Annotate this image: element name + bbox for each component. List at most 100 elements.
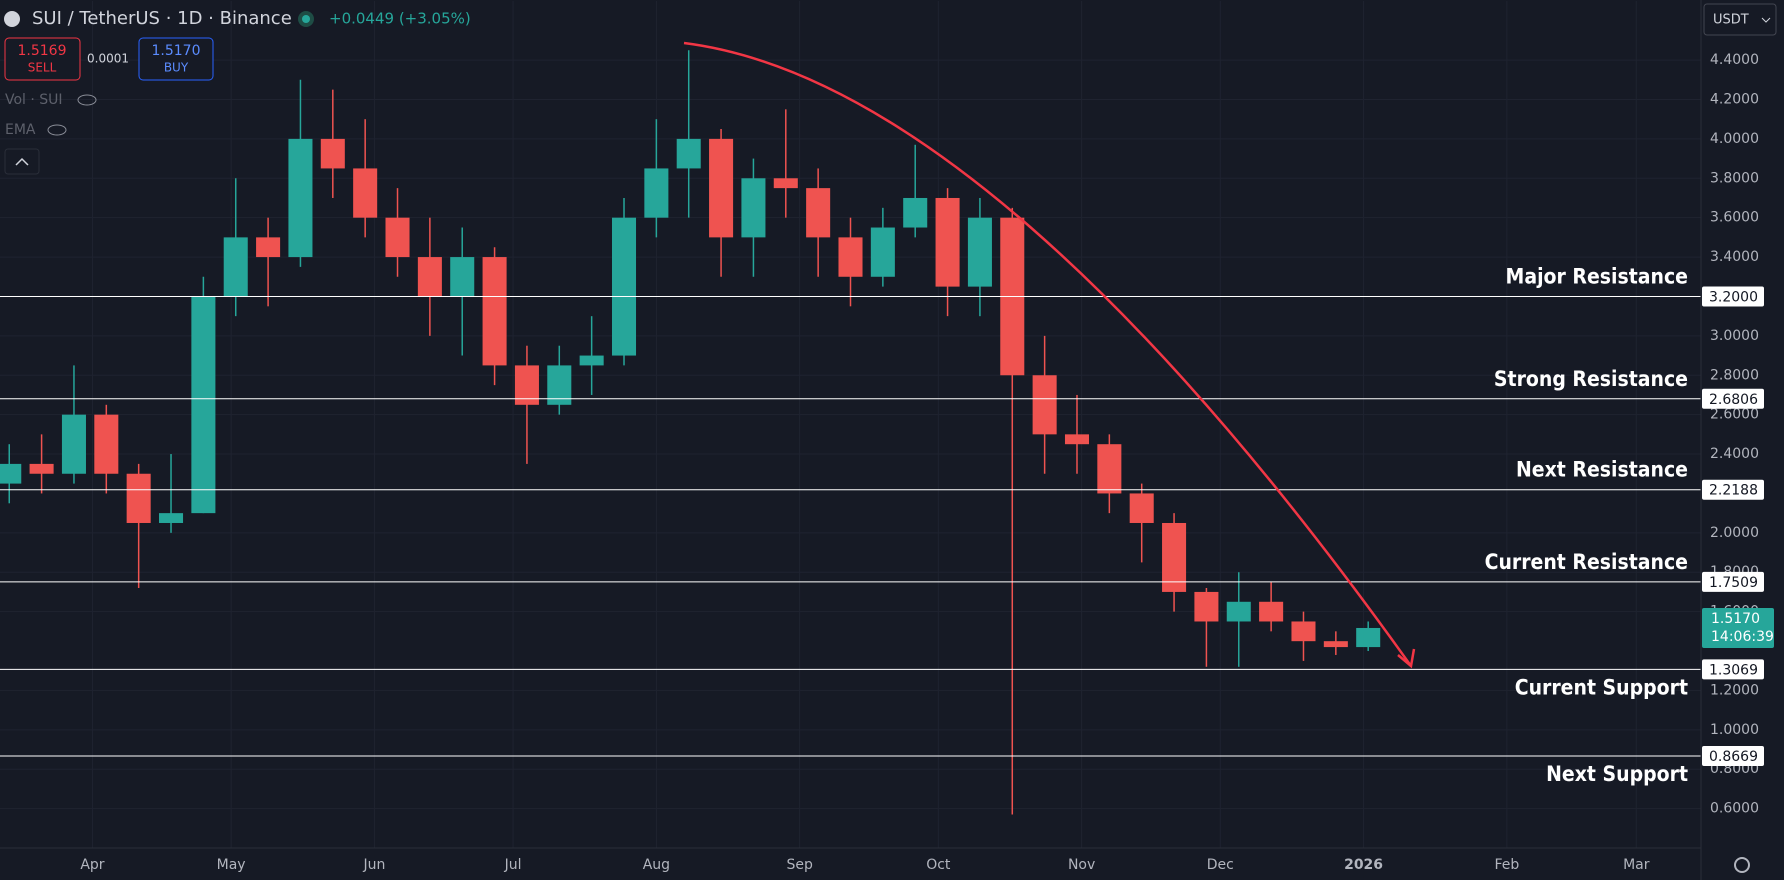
level-name: Next Support: [1546, 762, 1688, 786]
last-price-box: [1702, 607, 1774, 648]
level-price: 1.7509: [1709, 575, 1758, 591]
level-name: Major Resistance: [1506, 264, 1688, 288]
sell-label[interactable]: SELL: [28, 61, 57, 75]
candle-body: [579, 355, 604, 366]
level-name: Next Resistance: [1516, 458, 1688, 482]
status-dot: [302, 15, 310, 23]
symbol-title[interactable]: SUI / TetherUS · 1D · Binance: [32, 8, 292, 29]
y-tick-label: 3.8000: [1710, 170, 1759, 186]
candle-body: [741, 178, 766, 238]
countdown: 14:06:39: [1711, 629, 1774, 645]
buy-label[interactable]: BUY: [164, 61, 189, 75]
candle-body: [773, 178, 798, 189]
level-price-box: [1702, 659, 1764, 680]
candle-body: [676, 138, 701, 169]
candle-body: [1226, 601, 1251, 622]
x-tick-label: Sep: [786, 857, 813, 873]
candle-body: [288, 138, 313, 258]
candle-body: [547, 365, 572, 405]
y-tick-label: 3.4000: [1710, 249, 1759, 265]
candle-body: [353, 168, 378, 218]
candle-body: [385, 217, 410, 258]
level-price: 0.8669: [1709, 749, 1758, 765]
candle-body: [611, 217, 637, 356]
level-price: 3.2000: [1709, 289, 1758, 305]
candle-body: [1129, 493, 1154, 523]
x-tick-label: May: [217, 857, 246, 873]
candle-body: [644, 168, 669, 218]
currency[interactable]: USDT: [1713, 13, 1749, 28]
candle-body: [417, 257, 442, 297]
x-tick-label: Oct: [926, 857, 951, 873]
y-tick-label: 4.2000: [1710, 91, 1759, 107]
plot: Major Resistance Strong Resistance Next Re…: [0, 50, 1701, 815]
candle-body: [94, 414, 119, 474]
arrow-head: [1397, 648, 1416, 669]
axes: 4.4000 4.2000 4.0000 3.8000 3.6000 3.4000 3.00…: [80, 52, 1774, 873]
candle-body: [61, 414, 86, 474]
collapse-icon[interactable]: [15, 157, 29, 166]
y-tick-label: 4.0000: [1710, 131, 1759, 147]
y-tick-label: 2.8000: [1710, 367, 1759, 383]
level-name: Current Resistance: [1485, 550, 1688, 574]
grid: [0, 1, 1701, 848]
x-tick-label: Nov: [1068, 857, 1095, 873]
collapse-button[interactable]: [4, 148, 40, 175]
candle-body: [1162, 522, 1187, 592]
level-price-box: [1702, 479, 1764, 500]
x-tick-label: Jun: [362, 857, 385, 873]
dropdown-caret[interactable]: [1761, 17, 1771, 23]
y-tick-label: 3.6000: [1710, 210, 1759, 226]
level-name: Current Support: [1515, 675, 1688, 699]
candle-body: [223, 237, 248, 297]
level-name: Strong Resistance: [1494, 367, 1688, 391]
price-change: +0.0449 (+3.05%): [329, 10, 471, 28]
candle-body: [191, 296, 216, 514]
ema-indicator[interactable]: EMA: [5, 122, 36, 138]
candle-body: [450, 257, 475, 297]
settings-icon[interactable]: [1734, 857, 1750, 873]
hide-icon[interactable]: [47, 124, 67, 136]
candle-body: [935, 197, 960, 287]
y-tick-label: 4.4000: [1710, 52, 1759, 68]
symbol-icon[interactable]: [4, 11, 20, 27]
spread: 0.0001: [87, 52, 129, 66]
level-price-box: [1702, 388, 1764, 409]
y-tick-label: 0.6000: [1710, 801, 1759, 817]
candle-body: [1097, 444, 1122, 494]
volume-indicator[interactable]: Vol · SUI: [5, 92, 63, 108]
sell-price[interactable]: 1.5169: [18, 43, 67, 59]
buy-button[interactable]: [138, 37, 214, 81]
sell-button[interactable]: [4, 37, 81, 81]
hide-icon[interactable]: [77, 94, 97, 106]
y-tick-label: 2.0000: [1710, 525, 1759, 541]
x-tick-label: Feb: [1494, 857, 1519, 873]
y-tick-label: 2.4000: [1710, 446, 1759, 462]
y-tick-label: 1.2000: [1710, 682, 1759, 698]
candle-body: [1064, 434, 1090, 445]
y-tick-label: 1.0000: [1710, 722, 1759, 738]
candle-body: [1032, 375, 1057, 435]
candle-body: [1323, 641, 1348, 648]
currency-dropdown[interactable]: [1703, 3, 1777, 36]
candle-body: [320, 138, 345, 169]
candle-body: [1291, 621, 1316, 642]
candle-body: [126, 473, 151, 523]
candle-body: [0, 463, 22, 484]
candle-body: [29, 463, 54, 474]
level-price: 2.2188: [1709, 483, 1758, 499]
x-tick-label: 2026: [1344, 857, 1383, 873]
candle-body: [1194, 591, 1219, 622]
last-price: 1.5170: [1711, 611, 1760, 627]
candle-body: [256, 237, 281, 258]
candle-body: [159, 513, 184, 523]
level-price: 1.3069: [1709, 662, 1758, 678]
buy-price[interactable]: 1.5170: [152, 43, 201, 59]
x-tick-label: Dec: [1207, 857, 1234, 873]
level-price-box: [1702, 571, 1764, 592]
x-tick-label: Apr: [80, 857, 104, 873]
y-tick-label: 2.6000: [1710, 407, 1759, 423]
y-tick-label: 3.0000: [1710, 328, 1759, 344]
level-price-box: [1702, 746, 1764, 767]
